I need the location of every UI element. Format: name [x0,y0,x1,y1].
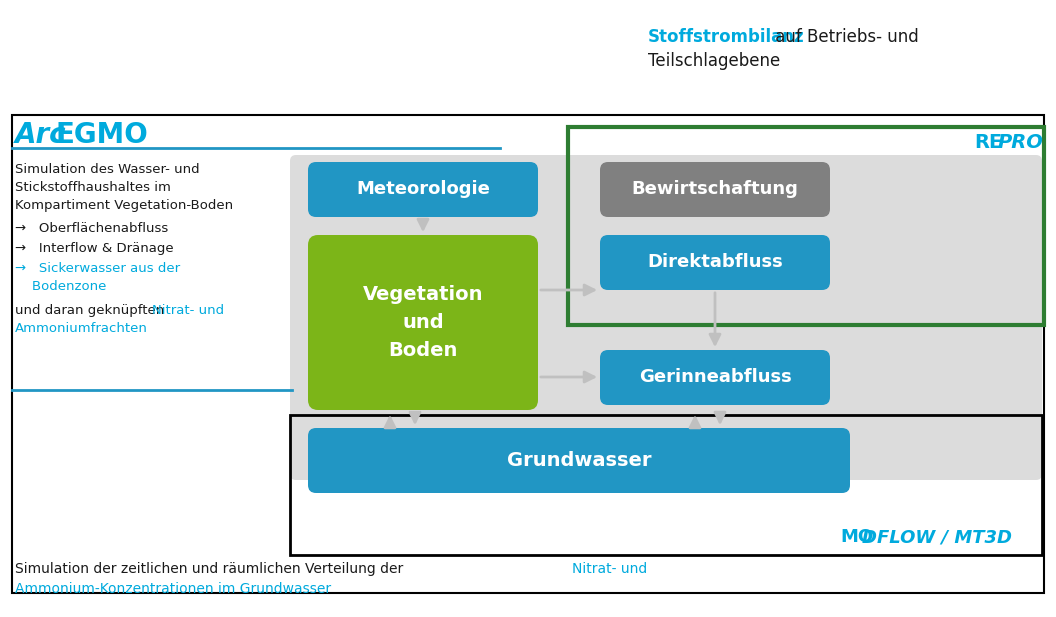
Text: Kompartiment Vegetation-Boden: Kompartiment Vegetation-Boden [15,199,233,212]
Text: Simulation des Wasser- und: Simulation des Wasser- und [15,163,200,176]
Bar [568,127,1044,325]
Text: EGMO: EGMO [55,121,148,149]
Text: Nitrat- und: Nitrat- und [572,562,647,576]
Text: →   Oberflächenabfluss: → Oberflächenabfluss [15,222,168,235]
Text: →   Interflow & Dränage: → Interflow & Dränage [15,242,173,255]
Text: →   Sickerwasser aus der: → Sickerwasser aus der [15,262,181,275]
FancyBboxPatch shape [308,162,538,217]
Text: Teilschlagebene: Teilschlagebene [648,52,780,70]
Text: DFLOW / MT3D: DFLOW / MT3D [862,528,1012,546]
Text: auf Betriebs- und: auf Betriebs- und [770,28,919,46]
Text: RE: RE [974,133,1002,152]
Text: Stoffstrombilanz: Stoffstrombilanz [648,28,805,46]
Text: PRO: PRO [998,133,1044,152]
Text: Stickstoffhaushaltes im: Stickstoffhaushaltes im [15,181,171,194]
Text: Bodenzone: Bodenzone [15,280,107,293]
Bar [12,115,1044,593]
Text: Nitrat- und: Nitrat- und [152,304,224,317]
Text: Vegetation
und
Boden: Vegetation und Boden [363,284,484,360]
Text: Ammoniumfrachten: Ammoniumfrachten [15,322,148,335]
Text: Direktabfluss: Direktabfluss [647,253,782,271]
Text: Arc: Arc [15,121,67,149]
Text: Meteorologie: Meteorologie [356,180,490,198]
FancyBboxPatch shape [600,162,830,217]
Text: Grundwasser: Grundwasser [507,450,652,470]
FancyBboxPatch shape [600,350,830,405]
FancyBboxPatch shape [600,235,830,290]
Text: Gerinneabfluss: Gerinneabfluss [639,368,791,386]
Text: Bewirtschaftung: Bewirtschaftung [631,180,798,198]
FancyBboxPatch shape [308,235,538,410]
Text: Ammonium-Konzentrationen im Grundwasser: Ammonium-Konzentrationen im Grundwasser [15,582,332,596]
FancyBboxPatch shape [308,428,850,493]
FancyBboxPatch shape [290,155,1042,480]
Text: MO: MO [840,528,873,546]
Text: und daran geknüpften: und daran geknüpften [15,304,169,317]
Text: Simulation der zeitlichen und räumlichen Verteilung der: Simulation der zeitlichen und räumlichen… [15,562,408,576]
Bar [290,415,1042,555]
